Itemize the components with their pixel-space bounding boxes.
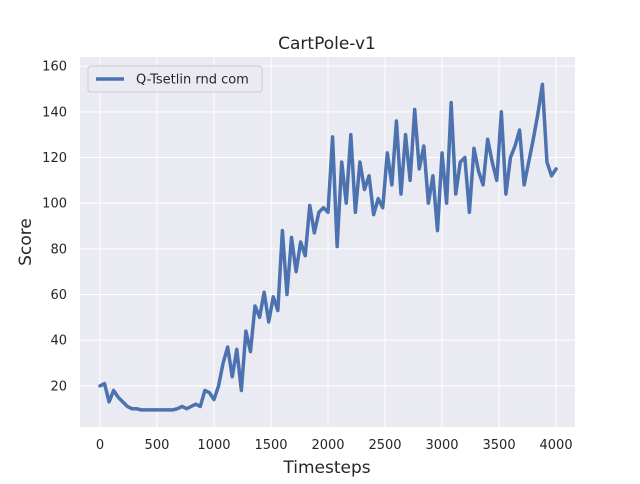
y-tick-label: 20 xyxy=(50,379,67,394)
x-tick-label: 0 xyxy=(96,438,104,453)
chart-title: CartPole-v1 xyxy=(278,34,376,54)
plot-area xyxy=(80,57,575,427)
marks xyxy=(98,82,558,412)
x-tick-label: 2000 xyxy=(311,438,344,453)
x-tick-label: 3500 xyxy=(483,438,516,453)
y-axis-label: Score xyxy=(16,218,36,266)
x-axis-label: Timesteps xyxy=(282,458,370,478)
x-tick-label: 1500 xyxy=(254,438,287,453)
x-tick-label: 2500 xyxy=(368,438,401,453)
y-tick-label: 40 xyxy=(50,334,67,349)
legend: Q-Tsetlin rnd com xyxy=(87,65,263,93)
x-tick-label: 3000 xyxy=(425,438,458,453)
y-tick-label: 80 xyxy=(50,242,67,257)
x-tick-label: 500 xyxy=(145,438,170,453)
series-line xyxy=(98,82,558,412)
y-tick-label: 160 xyxy=(42,60,67,75)
y-tick-label: 140 xyxy=(42,105,67,120)
legend-box xyxy=(87,65,263,93)
x-tick-label: 1000 xyxy=(197,438,230,453)
y-tick-label: 100 xyxy=(42,197,67,212)
legend-label: Q-Tsetlin rnd com xyxy=(136,73,249,88)
y-tick-label: 60 xyxy=(50,288,67,303)
y-tick-label: 120 xyxy=(42,151,67,166)
x-tick-label: 4000 xyxy=(540,438,573,453)
